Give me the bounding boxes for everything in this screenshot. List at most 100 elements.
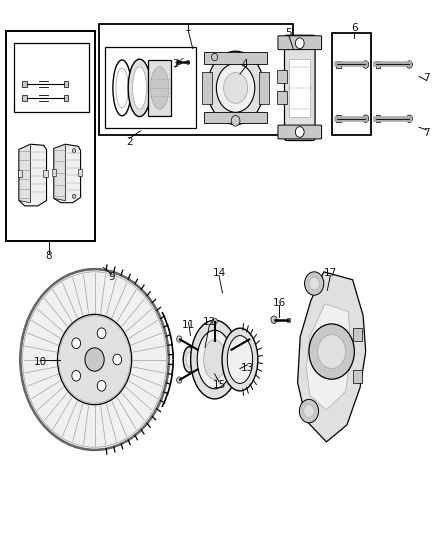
Bar (336, 61, 341, 68)
Text: 2: 2 (126, 136, 133, 147)
Bar (353, 370, 362, 383)
Circle shape (72, 370, 81, 381)
FancyBboxPatch shape (285, 35, 315, 141)
Bar (99, 24, 293, 135)
Bar (277, 91, 287, 104)
Polygon shape (54, 144, 81, 203)
Circle shape (97, 381, 106, 391)
Text: 1: 1 (185, 23, 192, 34)
Bar (6, 31, 95, 241)
Ellipse shape (227, 336, 253, 383)
Bar (148, 60, 171, 116)
Text: 7: 7 (423, 127, 430, 138)
Ellipse shape (116, 68, 128, 108)
Ellipse shape (150, 67, 169, 109)
Circle shape (363, 61, 369, 68)
Circle shape (295, 38, 304, 49)
Bar (287, 318, 290, 322)
FancyBboxPatch shape (278, 125, 321, 139)
Ellipse shape (186, 352, 193, 367)
Ellipse shape (204, 340, 226, 379)
Circle shape (299, 399, 318, 423)
Circle shape (113, 354, 122, 365)
Circle shape (57, 314, 132, 405)
Bar (202, 72, 212, 104)
Bar (353, 328, 362, 341)
FancyBboxPatch shape (197, 349, 209, 370)
Bar (21, 95, 27, 101)
Text: 11: 11 (182, 320, 195, 330)
Polygon shape (297, 272, 366, 442)
Bar (289, 59, 310, 117)
Circle shape (20, 269, 169, 450)
Text: 16: 16 (272, 297, 286, 308)
Polygon shape (19, 144, 46, 206)
Ellipse shape (133, 67, 147, 109)
Circle shape (295, 127, 304, 138)
Bar (14, 43, 89, 112)
Circle shape (363, 115, 369, 123)
Ellipse shape (207, 51, 264, 125)
Text: 13: 13 (241, 362, 254, 373)
Bar (176, 60, 180, 64)
Polygon shape (54, 144, 65, 200)
Ellipse shape (222, 328, 258, 391)
Circle shape (231, 116, 240, 126)
Text: 15: 15 (212, 379, 226, 390)
Circle shape (247, 336, 253, 342)
Bar (204, 112, 267, 124)
Bar (336, 115, 341, 123)
Bar (105, 47, 196, 128)
Text: 12: 12 (203, 317, 216, 327)
Ellipse shape (216, 63, 255, 112)
Text: 10: 10 (33, 357, 46, 367)
Ellipse shape (113, 60, 131, 116)
Circle shape (72, 149, 76, 153)
Circle shape (72, 194, 76, 198)
Ellipse shape (191, 320, 239, 399)
Circle shape (186, 60, 190, 64)
Text: 8: 8 (46, 251, 52, 261)
Ellipse shape (223, 72, 247, 103)
Bar (43, 169, 48, 177)
Circle shape (406, 115, 413, 123)
Bar (376, 115, 380, 123)
Bar (64, 95, 68, 101)
Text: 14: 14 (212, 268, 226, 278)
Circle shape (177, 377, 182, 383)
Text: 17: 17 (324, 268, 337, 278)
Bar (52, 169, 56, 176)
Circle shape (271, 316, 277, 324)
Circle shape (72, 338, 81, 349)
Circle shape (309, 324, 354, 379)
Text: 9: 9 (109, 272, 115, 282)
Bar (64, 82, 68, 87)
Polygon shape (306, 304, 351, 410)
Circle shape (304, 405, 314, 417)
Circle shape (85, 348, 104, 371)
Bar (277, 70, 287, 83)
Circle shape (406, 61, 413, 68)
Circle shape (198, 354, 207, 365)
Ellipse shape (128, 59, 151, 117)
Text: 3: 3 (172, 60, 179, 69)
Bar (78, 169, 82, 176)
Circle shape (318, 335, 346, 368)
Text: 7: 7 (423, 73, 430, 83)
Bar (376, 61, 380, 68)
Ellipse shape (183, 347, 195, 372)
FancyBboxPatch shape (278, 36, 321, 50)
Ellipse shape (197, 330, 232, 389)
Circle shape (212, 53, 218, 61)
Circle shape (177, 336, 182, 342)
Bar (18, 169, 21, 177)
Text: 4: 4 (242, 60, 248, 69)
Circle shape (97, 328, 106, 338)
Bar (332, 33, 371, 135)
Circle shape (304, 272, 324, 295)
Circle shape (309, 277, 319, 290)
Circle shape (212, 318, 217, 325)
Polygon shape (19, 144, 30, 203)
Bar (259, 72, 269, 104)
Bar (21, 81, 27, 87)
